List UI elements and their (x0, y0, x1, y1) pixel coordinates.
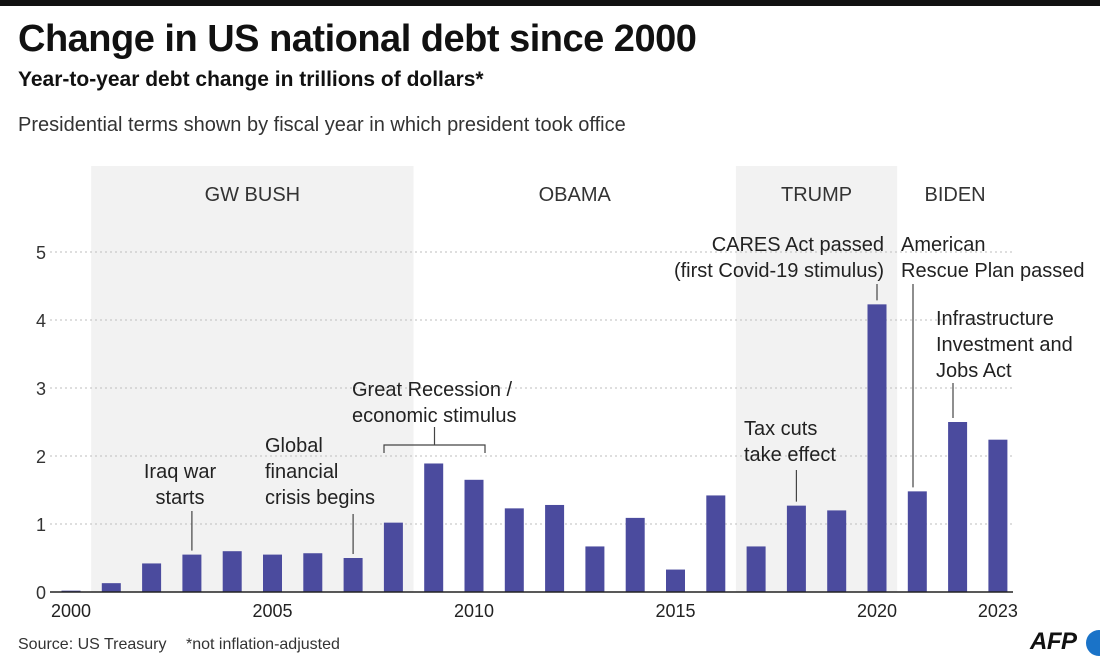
y-tick-label-0: 0 (36, 583, 46, 603)
bar-2019 (827, 510, 847, 592)
bar-2008 (383, 522, 403, 592)
bar-2006 (303, 553, 323, 592)
bar-2012 (545, 504, 565, 592)
x-tick-label-2020: 2020 (857, 601, 897, 621)
logo-text: AFP (1030, 628, 1077, 655)
bar-2023 (988, 439, 1008, 592)
x-tick-label-2010: 2010 (454, 601, 494, 621)
bar-2014 (625, 517, 645, 592)
term-band-gw-bush (91, 166, 414, 592)
logo-dot-icon (1086, 630, 1100, 656)
annotation-5: CARES Act passed (first Covid-19 stimulus… (674, 234, 884, 282)
bar-2004 (222, 551, 242, 592)
term-label-trump: TRUMP (781, 184, 852, 206)
term-label-gw-bush: GW BUSH (205, 184, 301, 206)
term-label-obama: OBAMA (539, 184, 612, 206)
x-tick-label-2023: 2023 (978, 601, 1018, 621)
bar-2002 (142, 563, 162, 592)
bar-2015 (666, 569, 685, 592)
annotation-2: Global financial crisis begins (265, 435, 375, 509)
footnote: *not inflation-adjusted (186, 636, 340, 653)
bar-2020 (867, 304, 887, 592)
bar-2005 (263, 554, 282, 592)
x-tick-label-2015: 2015 (655, 601, 695, 621)
bar-2007 (343, 558, 363, 592)
x-tick-label-2000: 2000 (51, 601, 91, 621)
bar-2022 (948, 422, 968, 592)
top-rule (0, 0, 1100, 6)
y-tick-label-5: 5 (36, 243, 46, 263)
bar-2011 (504, 508, 524, 592)
term-label-biden: BIDEN (925, 184, 986, 206)
x-tick-label-2005: 2005 (252, 601, 292, 621)
annotation-7: Infrastructure Investment and Jobs Act (936, 308, 1073, 382)
annotation-1: Iraq war starts (144, 461, 217, 509)
chart-subtitle: Year-to-year debt change in trillions of… (18, 68, 484, 91)
source-note: Source: US Treasury (18, 636, 167, 653)
annotation-6: American Rescue Plan passed (901, 234, 1084, 282)
bar-2009 (424, 463, 444, 592)
bar-2010 (464, 479, 484, 592)
y-tick-label-2: 2 (36, 447, 46, 467)
chart-title: Change in US national debt since 2000 (18, 18, 697, 60)
bar-2013 (585, 546, 605, 592)
bar-2001 (101, 583, 121, 592)
bar-2018 (786, 505, 806, 592)
bar-2017 (746, 546, 766, 592)
bar-2016 (706, 495, 726, 592)
bar-2003 (182, 554, 202, 592)
y-tick-label-1: 1 (36, 515, 46, 535)
chart-note: Presidential terms shown by fiscal year … (18, 114, 626, 136)
annotation-4: Tax cuts take effect (744, 418, 836, 466)
annotation-3-bracket (383, 427, 486, 453)
y-tick-label-3: 3 (36, 379, 46, 399)
bar-2021 (907, 491, 927, 592)
y-tick-label-4: 4 (36, 311, 46, 331)
annotation-3: Great Recession / economic stimulus (352, 379, 517, 427)
